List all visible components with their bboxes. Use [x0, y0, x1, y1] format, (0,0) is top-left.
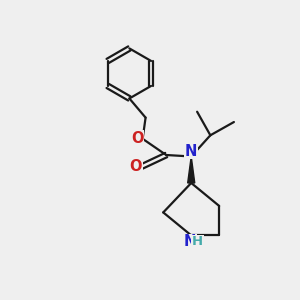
Text: N: N [184, 234, 196, 249]
Text: O: O [130, 159, 142, 174]
Text: O: O [131, 131, 144, 146]
Polygon shape [188, 157, 195, 183]
Text: N: N [185, 144, 197, 159]
Text: H: H [192, 236, 203, 248]
